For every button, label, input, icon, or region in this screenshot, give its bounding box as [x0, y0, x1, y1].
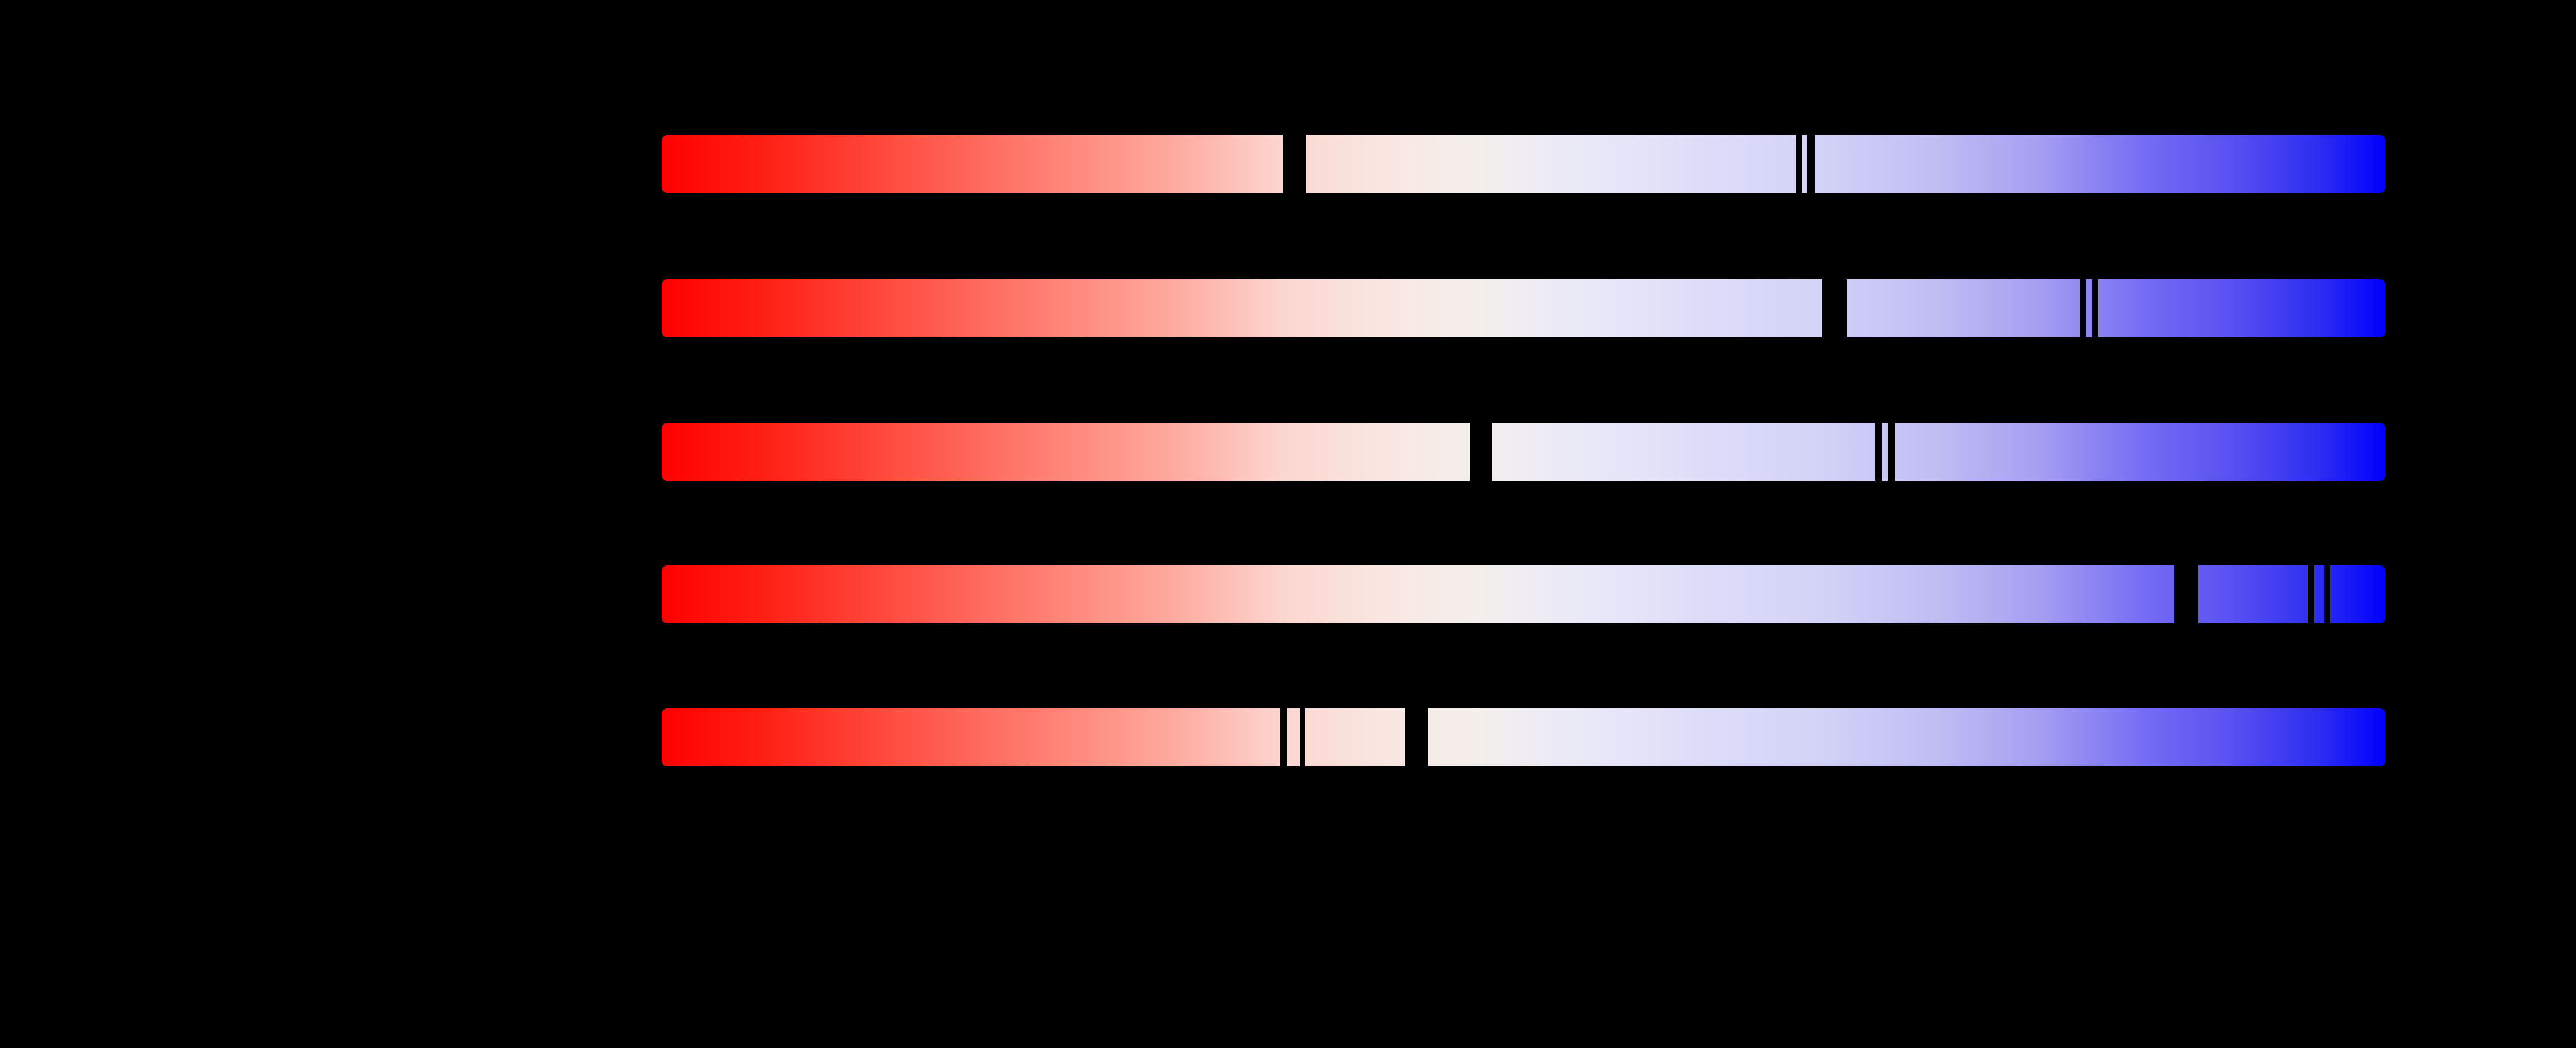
gradient-bar-row-2 — [662, 279, 2385, 337]
tick-marker-thick — [1405, 708, 1428, 766]
tick-marker-thin — [2080, 279, 2086, 337]
gradient-bar-row-3 — [662, 423, 2385, 481]
tick-marker-thin — [2324, 565, 2330, 623]
tick-marker-thick — [2174, 565, 2199, 623]
tick-marker-thick — [1822, 279, 1847, 337]
tick-marker-thick — [1282, 135, 1306, 193]
gradient-bar-row-4 — [662, 565, 2385, 623]
gradient-bar-row-1 — [662, 135, 2385, 193]
tick-marker-thin — [1280, 708, 1288, 766]
tick-marker-thin — [1887, 423, 1895, 481]
tick-marker-thin — [1299, 708, 1305, 766]
tick-marker-thin — [1806, 135, 1815, 193]
tick-marker-thin — [2307, 565, 2315, 623]
gradient-bar-row-5 — [662, 708, 2385, 766]
tick-marker-thin — [1795, 135, 1802, 193]
tick-marker-thin — [1875, 423, 1882, 481]
tick-marker-thick — [1469, 423, 1492, 481]
tick-marker-thin — [2092, 279, 2099, 337]
